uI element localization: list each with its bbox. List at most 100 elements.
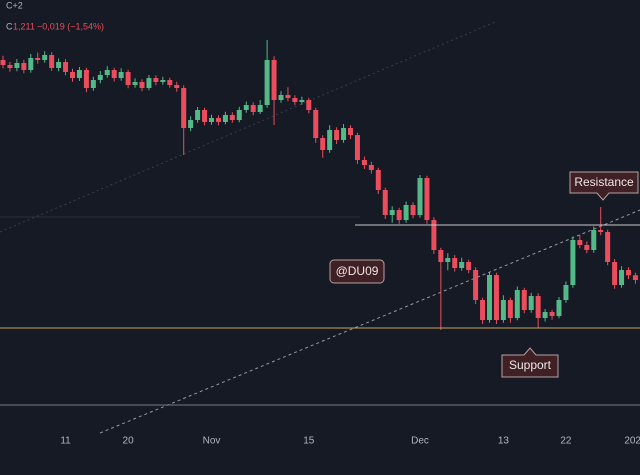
x-tick-label: 22 — [560, 436, 572, 447]
candle-body — [348, 128, 353, 135]
candle-body — [264, 60, 270, 105]
candle-body — [257, 105, 263, 112]
candle-body — [382, 190, 388, 215]
candle-body — [452, 258, 458, 268]
candle-body — [132, 82, 138, 85]
candle-body — [431, 220, 437, 250]
candle-body — [49, 55, 55, 68]
candle-body — [493, 275, 499, 320]
candle-body — [188, 120, 194, 128]
resistance-label: Resistance — [574, 175, 634, 189]
candle-body — [507, 300, 513, 318]
candle-body — [396, 210, 402, 220]
candle-body — [306, 100, 312, 110]
candle-body — [480, 300, 486, 320]
candle-body — [424, 178, 430, 220]
candle-body — [417, 178, 423, 215]
candle-body — [195, 110, 201, 120]
candle-body — [320, 138, 326, 150]
candle-body — [438, 250, 444, 262]
candle-body — [313, 110, 319, 138]
candle-body — [375, 170, 381, 190]
candle-body — [202, 110, 208, 122]
candle-body — [389, 210, 395, 215]
x-tick-label: 2022 — [624, 436, 640, 447]
x-tick-label: 20 — [123, 436, 135, 447]
watermark: @DU09 — [336, 264, 379, 278]
x-tick-label: Dec — [411, 436, 429, 447]
candle-body — [542, 312, 548, 318]
change-value: −0,019 (−1,54%) — [37, 21, 104, 31]
x-tick-label: 13 — [498, 436, 510, 447]
candle-body — [403, 205, 409, 220]
candle-body — [445, 258, 451, 262]
candle-body — [167, 80, 173, 85]
candle-body — [570, 240, 576, 285]
candle-body — [28, 58, 34, 70]
candle-body — [229, 115, 235, 120]
candle-body — [146, 78, 152, 88]
candle-body — [299, 100, 305, 102]
candle-body — [619, 270, 625, 285]
candle-body — [285, 95, 291, 98]
close-value: 1,211 — [13, 21, 35, 31]
candle-body — [97, 75, 103, 80]
watermark-frame — [329, 259, 385, 284]
candle-body — [139, 82, 145, 88]
candle-body — [35, 58, 41, 60]
candle-body — [528, 296, 534, 310]
symbol-suffix: C+2 — [6, 0, 23, 10]
candle-body — [111, 70, 117, 78]
candle-body — [334, 130, 340, 140]
candle-body — [459, 262, 465, 268]
levels — [0, 224, 640, 329]
candle-body — [591, 230, 597, 250]
candle-body — [63, 62, 69, 72]
resistance-frame — [569, 171, 639, 201]
candle-body — [473, 270, 479, 300]
candle-body — [361, 160, 367, 165]
x-axis: 11 20 Nov 15 Dec 13 22 2022 — [60, 436, 640, 447]
candle-body — [215, 118, 221, 122]
candle-body — [410, 205, 416, 215]
candle-body — [14, 63, 20, 68]
candle-body — [632, 275, 638, 280]
candle-body — [584, 245, 590, 250]
candle-body — [327, 130, 333, 150]
candle-body — [556, 300, 562, 316]
candle-body — [500, 300, 506, 320]
candle-body — [549, 312, 555, 316]
x-tick-label: Nov — [203, 436, 221, 447]
candle-body — [271, 60, 277, 100]
support-frame — [501, 347, 559, 378]
close-label: C — [6, 21, 13, 31]
candle-body — [278, 95, 284, 100]
candle-body — [487, 275, 492, 320]
support-callout: Support — [501, 347, 559, 378]
candle-body — [70, 72, 75, 78]
candle-body — [341, 128, 347, 140]
support-label: Support — [509, 358, 552, 372]
watermark-box: @DU09 — [329, 259, 385, 284]
candles — [0, 40, 638, 330]
candle-body — [181, 88, 187, 128]
candle-body — [118, 72, 124, 78]
candle-body — [354, 135, 360, 160]
candle-body — [250, 105, 256, 112]
candle-body — [56, 62, 62, 68]
candle-body — [236, 110, 242, 120]
candle-body — [7, 65, 13, 68]
candle-body — [90, 80, 96, 88]
candle-body — [605, 232, 611, 262]
candle-body — [153, 78, 159, 82]
candle-body — [76, 70, 82, 78]
candle-body — [577, 240, 583, 245]
candle-body — [292, 98, 298, 102]
candle-body — [626, 270, 631, 276]
candle-body — [598, 230, 604, 232]
candle-body — [160, 80, 166, 82]
candle-body — [21, 63, 27, 70]
